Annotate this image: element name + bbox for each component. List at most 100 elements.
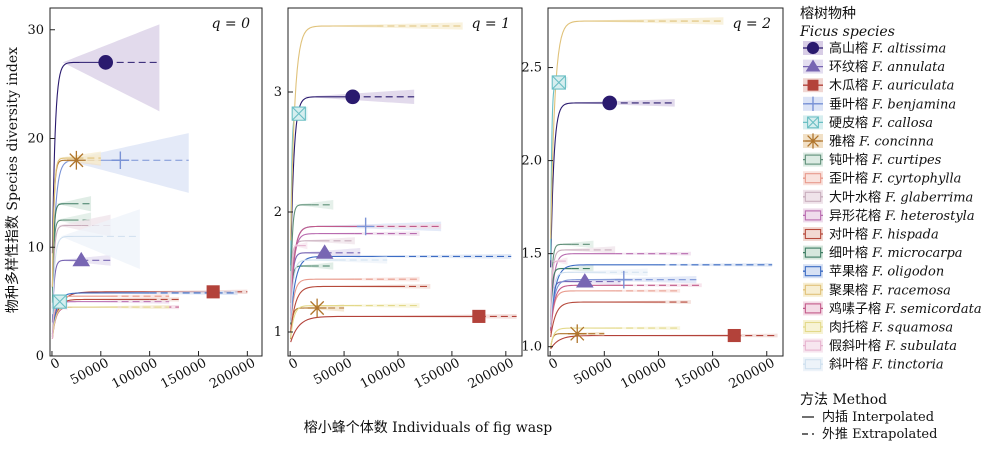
curve-squamosa-interpolated bbox=[550, 327, 616, 347]
y-tick-label: 2.5 bbox=[521, 61, 542, 76]
y-tick-label: 3 bbox=[274, 85, 282, 100]
curve-oligodon-interpolated bbox=[51, 292, 150, 334]
curve-concinna-marker bbox=[567, 324, 587, 344]
legend-label-cyrtophylla: 歪叶榕 F. cyrtophylla bbox=[829, 172, 961, 187]
legend-item-squamosa: 肉托榕 F. squamosa bbox=[803, 320, 953, 336]
legend-label-altissima: 高山榕 F. altissima bbox=[829, 41, 946, 57]
legend-label-cn: 大叶水榕 bbox=[829, 190, 885, 205]
legend-label-cn: 聚果榕 bbox=[829, 283, 872, 298]
legend-label-en: F. racemosa bbox=[871, 283, 951, 298]
y-tick-label: 0 bbox=[36, 349, 44, 364]
x-tick-label: 100000 bbox=[109, 356, 160, 393]
legend-item-oligodon: 苹果榕 F. oligodon bbox=[803, 264, 944, 280]
curve-auriculata-marker bbox=[206, 285, 220, 299]
y-tick-label: 30 bbox=[27, 23, 44, 38]
curve-altissima-marker bbox=[345, 89, 361, 105]
legend-marker-microcarpa bbox=[804, 247, 822, 258]
legend-marker-callosa bbox=[807, 116, 819, 129]
legend-label-cn: 歪叶榕 bbox=[829, 172, 872, 187]
curve-semicordata-interpolated bbox=[550, 284, 626, 332]
legend-marker-squamosa bbox=[804, 321, 822, 333]
legend-label-cn: 硬皮榕 bbox=[829, 116, 872, 131]
legend-label-cn: 斜叶榕 bbox=[829, 358, 872, 373]
legend-label-curtipes: 钝叶榕 F. curtipes bbox=[829, 153, 942, 168]
legend-label-cn: 雅榕 bbox=[829, 135, 859, 150]
legend-label-glaberrima: 大叶水榕 F. glaberrima bbox=[829, 190, 973, 205]
legend-label-racemosa: 聚果榕 F. racemosa bbox=[829, 283, 951, 298]
curve-oligodon-interpolated bbox=[550, 264, 659, 325]
legend-item-cyrtophylla: 歪叶榕 F. cyrtophylla bbox=[803, 171, 961, 187]
legend-marker-altissima bbox=[806, 41, 820, 55]
x-tick-label: 50000 bbox=[68, 356, 112, 389]
curve-auriculata-interpolated bbox=[550, 334, 735, 350]
curve-callosa-marker bbox=[291, 106, 306, 121]
y-tick-label: 1 bbox=[274, 325, 282, 340]
curve-semicordata-band bbox=[565, 283, 702, 288]
x-tick-label: 100000 bbox=[618, 356, 669, 393]
curve-altissima-interpolated bbox=[51, 61, 106, 254]
y-tick-label: 1.5 bbox=[521, 247, 542, 262]
curve-altissima-band bbox=[62, 24, 160, 112]
curve-benjamina-marker bbox=[356, 217, 375, 236]
legend-label-en: F. tinctoria bbox=[871, 358, 943, 373]
legend-label-benjamina: 垂叶榕 F. benjamina bbox=[829, 97, 956, 112]
legend-label-cn: 高山榕 bbox=[829, 41, 872, 57]
curve-racemosa-interpolated bbox=[51, 157, 77, 287]
curve-tinctoria-band bbox=[60, 209, 140, 269]
legend-marker-oligodon bbox=[804, 266, 822, 277]
curve-altissima-marker bbox=[602, 95, 618, 111]
curve-hispada-interpolated bbox=[290, 285, 398, 332]
curve-concinna-marker bbox=[307, 298, 327, 318]
legend-marker-heterostyla bbox=[804, 210, 822, 221]
legend-item-callosa: 硬皮榕 F. callosa bbox=[803, 115, 933, 131]
legend-marker-tinctoria bbox=[804, 359, 822, 370]
panel-label: q = 1 bbox=[472, 16, 511, 32]
legend-label-cn: 垂叶榕 bbox=[829, 97, 872, 112]
curve-tinctoria-interpolated bbox=[290, 259, 339, 323]
legend-label-oligodon: 苹果榕 F. oligodon bbox=[829, 265, 944, 280]
legend-label-cn: 钝叶榕 bbox=[829, 153, 872, 168]
legend-label-heterostyla: 异形花榕 F. heterostyla bbox=[829, 208, 975, 224]
legend-marker-cyrtophylla bbox=[804, 173, 822, 184]
panel-q2: 1.0 1.5 2.0 2.5 0 50000 100000 150000 200000 q = … bbox=[521, 7, 784, 393]
curve-subulata-interpolated bbox=[550, 260, 559, 323]
legend-label-cn: 肉托榕 bbox=[829, 321, 872, 336]
panel-label: q = 0 bbox=[212, 16, 251, 32]
curve-semicordata-interpolated bbox=[290, 225, 366, 311]
legend-label-subulata: 假斜叶榕 F. subulata bbox=[829, 339, 957, 354]
legend-item-glaberrima: 大叶水榕 F. glaberrima bbox=[803, 189, 973, 205]
legend-marker-benjamina bbox=[805, 96, 821, 111]
x-tick-label: 200000 bbox=[207, 356, 258, 393]
x-axis-title: 榕小蜂个体数 Individuals of fig wasp bbox=[304, 420, 553, 436]
legend-item-subulata: 假斜叶榕 F. subulata bbox=[803, 338, 957, 354]
legend-item-microcarpa: 细叶榕 F. microcarpa bbox=[803, 245, 963, 261]
curve-altissima-interpolated bbox=[550, 102, 610, 268]
curve-altissima-band bbox=[562, 99, 675, 107]
curve-annulata-marker bbox=[72, 251, 91, 267]
x-tick-label: 200000 bbox=[466, 356, 517, 393]
legend-item-benjamina: 垂叶榕 F. benjamina bbox=[803, 96, 956, 112]
method-label-1: 外推 Extrapolated bbox=[822, 427, 937, 442]
x-tick-label: 150000 bbox=[412, 356, 463, 393]
legend-marker-semicordata bbox=[804, 303, 822, 314]
x-tick-label: 0 bbox=[547, 356, 561, 373]
curve-cyrtophylla-interpolated bbox=[290, 278, 355, 330]
legend-item-annulata: 环纹榕 F. annulata bbox=[803, 59, 945, 75]
legend-item-tinctoria: 斜叶榕 F. tinctoria bbox=[803, 357, 944, 373]
legend-label-cn: 假斜叶榕 bbox=[829, 339, 885, 354]
x-tick-label: 150000 bbox=[672, 356, 723, 393]
panel-q1: 1 2 3 0 50000 100000 150000 200000 q = 1 bbox=[274, 7, 523, 393]
method-title: 方法 Method bbox=[800, 392, 887, 408]
x-tick-label: 0 bbox=[287, 356, 301, 373]
curve-tinctoria-interpolated bbox=[550, 271, 599, 327]
legend-item-hispada: 对叶榕 F. hispada bbox=[803, 227, 939, 243]
legend-label-en: F. concinna bbox=[858, 135, 934, 150]
legend-label-tinctoria: 斜叶榕 F. tinctoria bbox=[829, 358, 944, 373]
method-label-0: 内插 Interpolated bbox=[822, 409, 934, 425]
legend-label-squamosa: 肉托榕 F. squamosa bbox=[829, 321, 953, 336]
curve-benjamina-marker bbox=[615, 270, 633, 289]
